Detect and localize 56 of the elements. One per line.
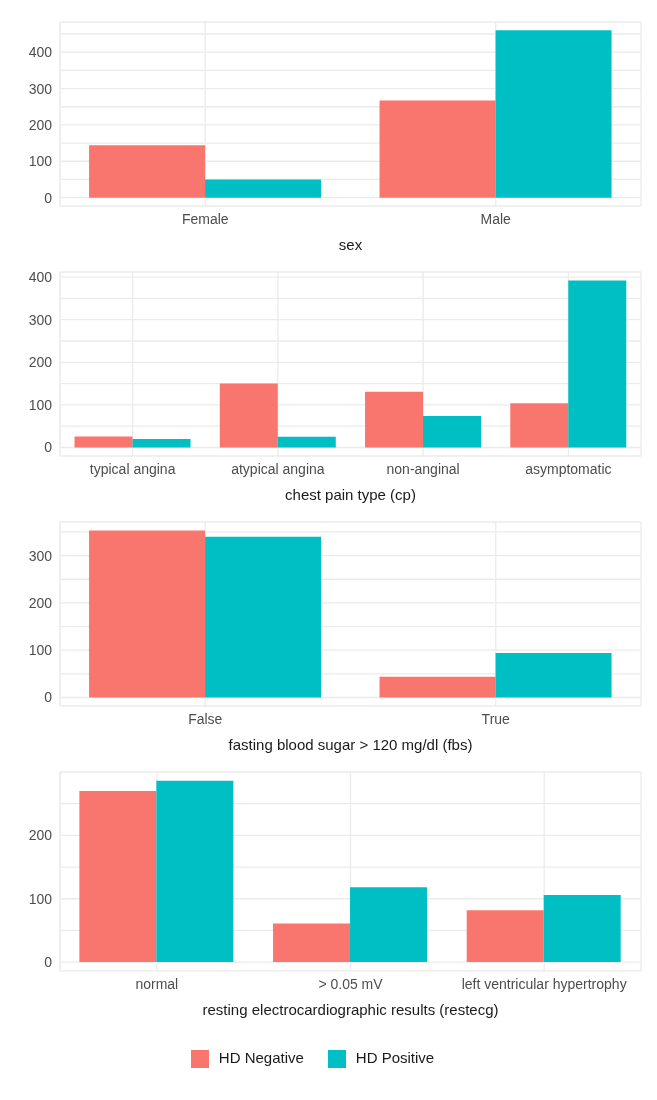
bar (510, 403, 569, 448)
bar (379, 100, 496, 198)
y-tick-label: 200 (28, 594, 53, 611)
y-tick-label: 200 (28, 827, 53, 844)
bar (379, 676, 496, 698)
x-tick-label: True (481, 710, 511, 727)
y-tick-label: 0 (44, 954, 53, 971)
x-axis-title: fasting blood sugar > 120 mg/dl (fbs) (228, 736, 473, 753)
legend-label: HD Positive (355, 1048, 435, 1066)
x-tick-label: left ventricular hypertrophy (461, 975, 627, 992)
bar (273, 923, 351, 963)
y-tick-label: 400 (28, 44, 53, 61)
y-tick-label: 400 (28, 269, 53, 286)
x-tick-label: Female (181, 210, 229, 227)
bar (277, 436, 336, 448)
y-tick-label: 0 (44, 189, 53, 206)
y-tick-label: 300 (28, 547, 53, 564)
bar (79, 791, 157, 963)
bar (495, 653, 612, 698)
bar (74, 436, 133, 448)
bar (205, 536, 322, 698)
y-tick-label: 200 (28, 116, 53, 133)
bar (365, 391, 424, 448)
y-tick-label: 300 (28, 80, 53, 97)
x-tick-label: normal (135, 975, 179, 992)
x-axis-title: chest pain type (cp) (285, 486, 416, 503)
bar (543, 894, 621, 963)
y-tick-label: 100 (28, 396, 53, 413)
bar (466, 910, 544, 963)
x-tick-label: non-anginal (386, 460, 460, 477)
bar (219, 383, 278, 448)
bar (423, 415, 482, 448)
bar (350, 887, 428, 963)
y-tick-label: 100 (28, 153, 53, 170)
x-tick-label: atypical angina (231, 460, 325, 477)
y-tick-label: 300 (28, 311, 53, 328)
y-tick-label: 100 (28, 890, 53, 907)
x-tick-label: Male (480, 210, 512, 227)
bar (156, 780, 234, 963)
bar (89, 145, 206, 198)
y-tick-label: 0 (44, 439, 53, 456)
bar (205, 179, 322, 198)
y-tick-label: 200 (28, 354, 53, 371)
x-axis-title: resting electrocardiographic results (restecg) (202, 1000, 499, 1018)
x-tick-label: asymptomatic (525, 460, 612, 477)
y-tick-label: 0 (44, 689, 53, 706)
bar (568, 280, 627, 448)
x-tick-label: typical angina (89, 460, 176, 477)
legend-label: HD Negative (218, 1048, 304, 1066)
bar (132, 438, 191, 448)
bar (495, 30, 612, 198)
x-tick-label: False (188, 710, 223, 727)
bar (89, 530, 206, 698)
x-axis-title: sex (338, 236, 363, 253)
y-tick-label: 100 (28, 642, 53, 659)
x-tick-label: > 0.05 mV (318, 975, 384, 992)
